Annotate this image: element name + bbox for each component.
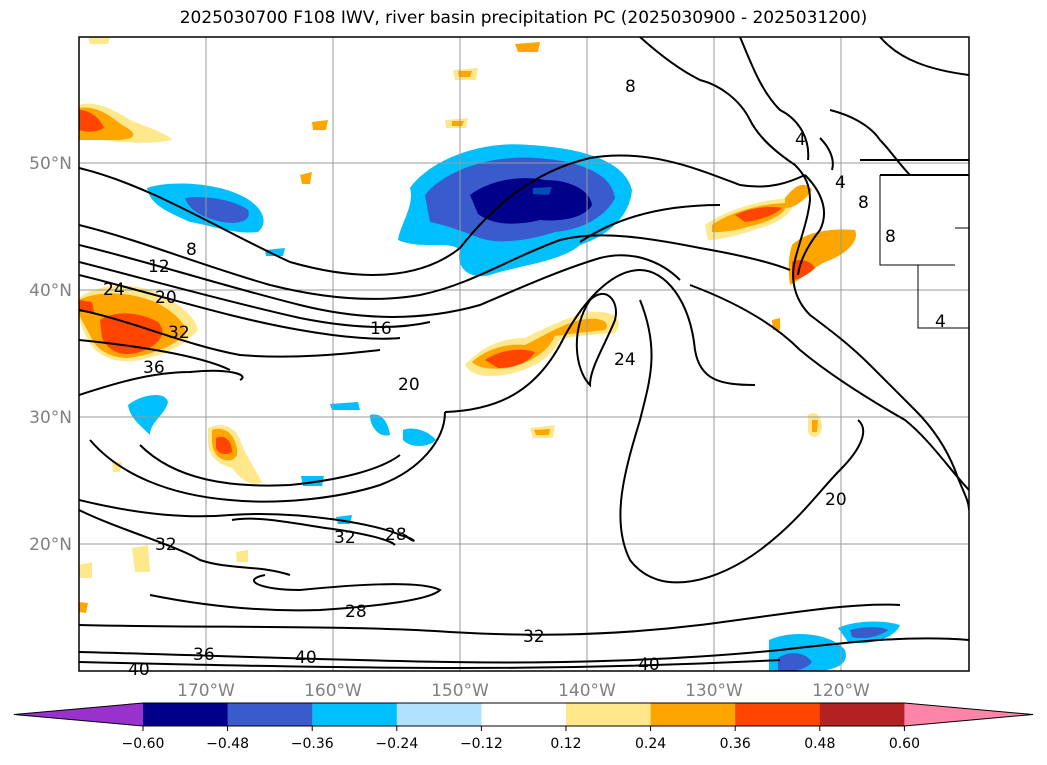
contour-label: 8 — [858, 193, 869, 213]
colorbar-extend-min — [14, 703, 143, 726]
contour-label: 16 — [370, 319, 392, 339]
contour-label: 4 — [835, 173, 846, 193]
colorbar-segment — [650, 703, 736, 726]
colorbar-tick-label: 0.36 — [720, 736, 751, 752]
contour-label: 20 — [398, 375, 420, 395]
contour-label: 32 — [155, 535, 177, 555]
lon-label: 150°W — [431, 681, 489, 701]
longitude-labels: 170°W 160°W 150°W 140°W 130°W 120°W — [177, 681, 870, 701]
state-borders — [879, 175, 969, 329]
colorbar-extend-max — [904, 703, 1033, 726]
colorbar-tick-label: 0.60 — [889, 736, 920, 752]
colorbar-tick-label: 0.48 — [804, 736, 835, 752]
contour-label: 12 — [148, 257, 170, 277]
colorbar-segment — [566, 703, 652, 726]
lon-label: 120°W — [812, 681, 870, 701]
colorbar-tick-label: −0.24 — [375, 736, 418, 752]
contour-label: 8 — [186, 240, 197, 260]
colorbar-segment — [143, 703, 229, 726]
contour-label: 36 — [143, 358, 165, 378]
contour-label: 32 — [523, 627, 545, 647]
colorbar-segment — [312, 703, 398, 726]
contour-label: 36 — [193, 645, 215, 665]
contour-label: 40 — [128, 660, 150, 680]
colorbar-segment — [396, 703, 482, 726]
contour-label: 24 — [103, 280, 125, 300]
map-plot-area — [79, 37, 969, 671]
lon-label: 130°W — [685, 681, 743, 701]
contour-label: 8 — [885, 227, 896, 247]
lat-label: 20°N — [29, 535, 72, 555]
contour-label: 40 — [638, 655, 660, 675]
coastline — [639, 37, 969, 511]
lon-label: 160°W — [304, 681, 362, 701]
colorbar-tick-label: −0.36 — [291, 736, 334, 752]
lat-label: 50°N — [29, 154, 72, 174]
plot-frame — [78, 36, 970, 672]
precip-shading — [79, 37, 900, 671]
contour-label: 20 — [155, 288, 177, 308]
lat-label: 40°N — [29, 281, 72, 301]
contour-label: 28 — [385, 525, 407, 545]
lat-label: 30°N — [29, 408, 72, 428]
contour-label: 40 — [295, 648, 317, 668]
contour-label: 32 — [168, 323, 190, 343]
map-title: 2025030700 F108 IWV, river basin precipi… — [179, 8, 868, 28]
contour-label: 4 — [795, 130, 806, 150]
colorbar-tick-label: −0.48 — [206, 736, 249, 752]
latitude-labels: 50°N 40°N 30°N 20°N — [29, 154, 72, 555]
colorbar: −0.60 −0.48 −0.36 −0.24 −0.12 0.12 0.24 0.36 0.4… — [13, 702, 1034, 752]
contour-label: 32 — [334, 528, 356, 548]
graticule — [79, 37, 969, 671]
colorbar-tick-label: −0.60 — [122, 736, 165, 752]
colorbar-tick-label: 0.24 — [635, 736, 666, 752]
contour-labels: 8 12 16 20 20 24 24 20 28 32 32 28 32 36… — [103, 77, 946, 680]
colorbar-segment — [819, 703, 905, 726]
colorbar-segment — [481, 703, 567, 726]
colorbar-tick-label: 0.12 — [550, 736, 581, 752]
lon-label: 140°W — [558, 681, 616, 701]
colorbar-segment — [227, 703, 313, 726]
iwv-contours — [79, 154, 969, 670]
contour-label: 20 — [825, 490, 847, 510]
colorbar-segment — [735, 703, 821, 726]
contour-label: 24 — [614, 350, 636, 370]
lon-label: 170°W — [177, 681, 235, 701]
contour-label: 28 — [345, 602, 367, 622]
contour-label: 8 — [625, 77, 636, 97]
colorbar-tick-label: −0.12 — [460, 736, 503, 752]
contour-label: 4 — [935, 312, 946, 332]
